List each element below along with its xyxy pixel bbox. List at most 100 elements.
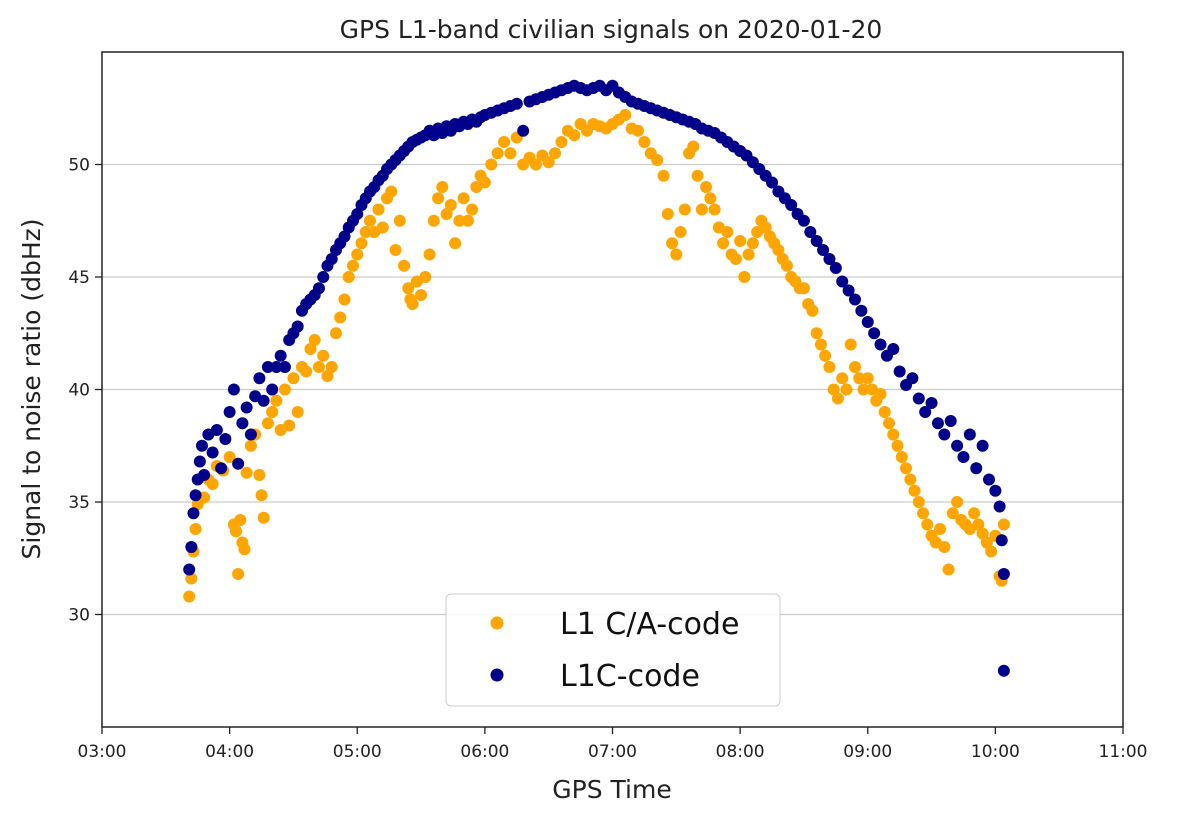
data-point [183, 590, 196, 603]
data-point [185, 541, 198, 553]
data-point [619, 109, 632, 121]
y-axis-label: Signal to noise ratio (dbHz) [17, 219, 46, 560]
data-point [300, 365, 313, 378]
data-point [244, 428, 257, 441]
data-point [510, 97, 523, 110]
data-point [848, 361, 861, 373]
data-point [831, 392, 844, 405]
data-point [853, 372, 866, 385]
data-point [968, 507, 981, 520]
data-point [393, 214, 406, 227]
data-point [687, 140, 700, 153]
data-point [997, 568, 1010, 580]
data-point [797, 214, 810, 227]
data-point [215, 462, 228, 475]
y-tick-label: 35 [68, 493, 90, 513]
data-point [317, 349, 330, 362]
data-point [934, 523, 947, 535]
data-point [925, 397, 938, 409]
data-point [657, 169, 670, 182]
data-point [283, 419, 296, 432]
legend: L1 C/A-code L1C-code [445, 593, 781, 707]
x-tick-label: 11:00 [1099, 742, 1148, 762]
data-point [944, 415, 957, 427]
data-point [261, 361, 274, 373]
data-point [453, 214, 466, 227]
x-axis-ticks: 03:00 04:00 05:00 06:00 07:00 08:00 09:00 10:00… [78, 727, 1148, 762]
data-point [817, 244, 830, 256]
data-point [993, 500, 1006, 513]
data-point [982, 473, 995, 486]
data-point [785, 199, 798, 211]
data-point [325, 361, 338, 373]
data-point [946, 507, 959, 520]
data-point [466, 203, 479, 216]
data-point [734, 235, 747, 247]
data-point [278, 361, 291, 373]
data-point [919, 406, 932, 418]
data-point [253, 372, 266, 385]
data-point [700, 181, 713, 193]
data-point [670, 248, 683, 261]
data-point [491, 147, 504, 160]
data-point [278, 383, 291, 396]
data-point [997, 664, 1010, 677]
data-point [329, 327, 342, 340]
data-point [261, 417, 274, 430]
data-point [270, 394, 283, 407]
x-axis-label: GPS Time [552, 775, 671, 804]
data-point [874, 338, 887, 351]
data-point [738, 271, 751, 283]
data-point [185, 572, 198, 585]
data-point [810, 327, 823, 340]
data-point [291, 320, 304, 333]
data-point [312, 282, 325, 295]
data-point [359, 226, 372, 238]
data-point [721, 226, 734, 238]
chart-title: GPS L1-band civilian signals on 2020-01-… [340, 15, 883, 44]
data-point [436, 181, 449, 193]
data-point [257, 394, 270, 407]
data-point [829, 262, 842, 274]
data-point [244, 439, 257, 452]
y-tick-label: 45 [68, 268, 90, 288]
data-point [666, 237, 679, 250]
data-point [549, 147, 562, 160]
data-point [951, 439, 964, 452]
data-point [189, 489, 202, 502]
data-point [325, 253, 338, 265]
data-point [234, 514, 247, 526]
data-point [266, 383, 279, 396]
data-point [823, 361, 836, 373]
data-point [504, 147, 517, 160]
data-point [976, 527, 989, 540]
data-point [364, 214, 377, 227]
data-point [183, 563, 196, 576]
data-point [810, 235, 823, 247]
data-point [210, 424, 223, 436]
data-point [804, 226, 817, 238]
data-point [457, 192, 470, 205]
data-point [861, 372, 874, 385]
data-point [708, 203, 721, 216]
data-point [746, 237, 759, 250]
data-point [836, 372, 849, 385]
data-point [729, 253, 742, 265]
data-point [312, 361, 325, 373]
data-point [980, 536, 993, 549]
data-point [836, 275, 849, 288]
legend-marker-l1c-code [490, 668, 504, 682]
data-point [419, 271, 432, 283]
data-point [230, 525, 243, 538]
data-point [891, 439, 904, 452]
data-point [223, 451, 236, 463]
data-point [908, 484, 921, 497]
data-point [206, 478, 219, 490]
data-point [317, 271, 330, 283]
data-point [542, 156, 555, 169]
data-point [346, 259, 359, 272]
data-point [555, 136, 568, 148]
data-point [376, 221, 389, 234]
data-point [632, 124, 645, 137]
